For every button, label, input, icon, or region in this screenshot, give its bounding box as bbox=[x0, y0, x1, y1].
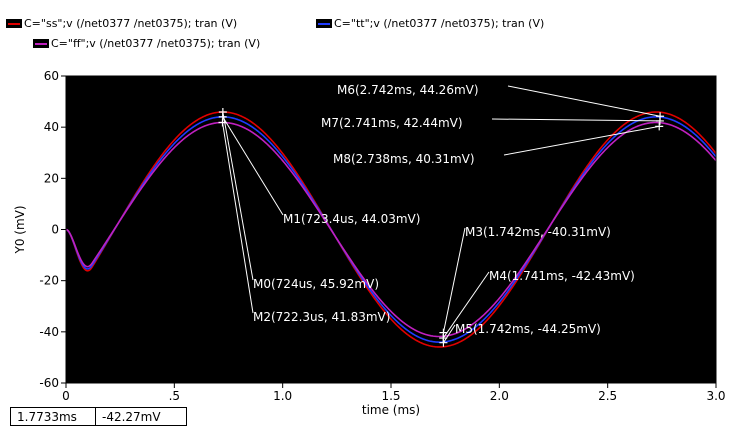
x-tick-label: 2.5 bbox=[598, 389, 617, 403]
x-tick-label: .5 bbox=[169, 389, 180, 403]
x-tick-label: 0 bbox=[62, 389, 70, 403]
series-line-2 bbox=[66, 121, 716, 338]
legend-swatch bbox=[33, 38, 49, 48]
plot-frame bbox=[65, 75, 717, 384]
marker-leader bbox=[222, 122, 254, 314]
legend-label: C="ff";v (/net0377 /net0375); tran (V) bbox=[51, 36, 261, 50]
marker-label: M7(2.741ms, 42.44mV) bbox=[321, 116, 463, 130]
series-line-0 bbox=[66, 111, 716, 348]
x-tick-label: 1.0 bbox=[273, 389, 292, 403]
legend-item-tt[interactable]: C="tt";v (/net0377 /net0375); tran (V) bbox=[316, 16, 544, 30]
legend-item-ff[interactable]: C="ff";v (/net0377 /net0375); tran (V) bbox=[33, 36, 260, 50]
marker-leader bbox=[442, 271, 490, 339]
x-tick-label: 1.5 bbox=[381, 389, 400, 403]
marker-cross bbox=[439, 338, 448, 347]
legend-swatch bbox=[6, 18, 22, 28]
marker-leader bbox=[442, 227, 466, 333]
legend: C="ss";v (/net0377 /net0375); tran (V) C… bbox=[0, 0, 737, 60]
plot-area bbox=[66, 76, 716, 383]
marker-leader bbox=[491, 118, 660, 122]
marker-leader bbox=[222, 111, 254, 281]
marker-leader bbox=[507, 85, 661, 117]
marker-label: M2(722.3us, 41.83mV) bbox=[253, 310, 390, 324]
marker-label: M1(723.4us, 44.03mV) bbox=[283, 212, 420, 226]
legend-label: C="tt";v (/net0377 /net0375); tran (V) bbox=[334, 16, 545, 30]
marker-leader bbox=[443, 324, 456, 343]
marker-label: M3(1.742ms, -40.31mV) bbox=[465, 225, 611, 239]
y-tick-label: 20 bbox=[44, 171, 59, 185]
series-line-1 bbox=[66, 116, 716, 343]
legend-swatch bbox=[316, 18, 332, 28]
marker-cross bbox=[655, 116, 664, 125]
y-tick-label: 40 bbox=[44, 120, 59, 134]
marker-label: M5(1.742ms, -44.25mV) bbox=[455, 322, 601, 336]
marker-leader bbox=[503, 125, 660, 156]
y-tick-label: -40 bbox=[39, 325, 59, 339]
marker-leader bbox=[222, 116, 284, 216]
y-tick-label: 0 bbox=[51, 223, 59, 237]
marker-label: M8(2.738ms, 40.31mV) bbox=[333, 152, 475, 166]
marker-cross bbox=[218, 108, 227, 117]
marker-label: M0(724us, 45.92mV) bbox=[253, 277, 379, 291]
y-tick-label: 60 bbox=[44, 69, 59, 83]
marker-label: M4(1.741ms, -42.43mV) bbox=[489, 269, 635, 283]
y-tick-label: -20 bbox=[39, 274, 59, 288]
marker-cross bbox=[218, 118, 227, 127]
cursor-y-readout: -42.27mV bbox=[95, 407, 187, 426]
x-tick-label: 3.0 bbox=[706, 389, 725, 403]
cursor-x-readout: 1.7733ms bbox=[10, 407, 96, 426]
x-axis-label: time (ms) bbox=[362, 403, 420, 417]
legend-item-ss[interactable]: C="ss";v (/net0377 /net0375); tran (V) bbox=[6, 16, 237, 30]
legend-label: C="ss";v (/net0377 /net0375); tran (V) bbox=[24, 16, 238, 30]
x-tick-label: 2.0 bbox=[490, 389, 509, 403]
marker-label: M6(2.742ms, 44.26mV) bbox=[337, 83, 479, 97]
y-axis-label: Y0 (mV) bbox=[13, 205, 27, 254]
y-tick-label: -60 bbox=[39, 376, 59, 390]
marker-cross bbox=[655, 122, 664, 131]
